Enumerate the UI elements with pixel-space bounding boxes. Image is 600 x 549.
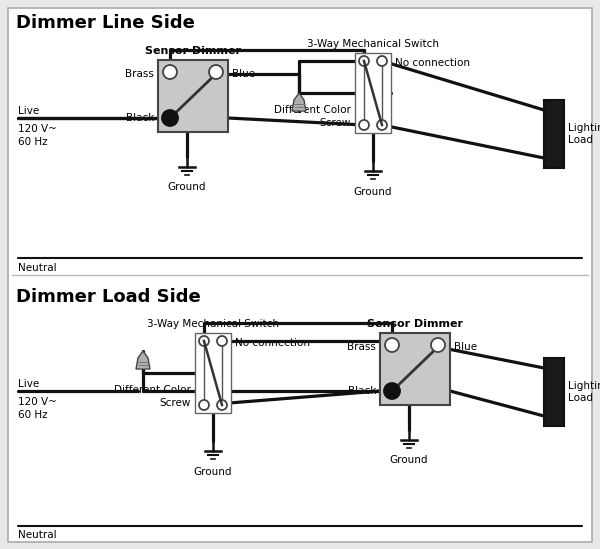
Bar [355, 53, 391, 133]
Circle shape [217, 336, 227, 346]
Circle shape [431, 338, 445, 352]
Text: Neutral: Neutral [18, 530, 56, 540]
Text: Ground: Ground [168, 182, 206, 192]
Text: Blue: Blue [454, 342, 477, 352]
Circle shape [162, 110, 178, 126]
Text: Lighting
Load: Lighting Load [568, 122, 600, 145]
Circle shape [377, 56, 387, 66]
Text: 3-Way Mechanical Switch: 3-Way Mechanical Switch [307, 39, 439, 49]
Circle shape [384, 383, 400, 399]
Bar [158, 60, 228, 132]
Bar [195, 333, 231, 413]
Text: Blue: Blue [232, 69, 255, 79]
Circle shape [199, 336, 209, 346]
Text: Dimmer Load Side: Dimmer Load Side [16, 288, 201, 306]
Bar [544, 100, 564, 168]
Circle shape [163, 65, 177, 79]
Text: No connection: No connection [235, 338, 310, 348]
Text: Ground: Ground [390, 455, 428, 465]
Text: 3-Way Mechanical Switch: 3-Way Mechanical Switch [147, 319, 279, 329]
Bar [380, 333, 450, 405]
Text: Neutral: Neutral [18, 263, 56, 273]
Text: Sensor Dimmer: Sensor Dimmer [367, 319, 463, 329]
Text: Sensor Dimmer: Sensor Dimmer [145, 46, 241, 56]
Polygon shape [136, 351, 150, 369]
Text: Lighting
Load: Lighting Load [568, 380, 600, 404]
Text: Live: Live [18, 106, 39, 116]
Circle shape [377, 120, 387, 130]
Text: Brass: Brass [347, 342, 376, 352]
Circle shape [359, 56, 369, 66]
Bar [544, 358, 564, 426]
Circle shape [217, 400, 227, 410]
Circle shape [209, 65, 223, 79]
Text: Live: Live [18, 379, 39, 389]
Text: No connection: No connection [395, 58, 470, 68]
Polygon shape [292, 93, 306, 111]
Text: Different Color
Screw: Different Color Screw [114, 385, 191, 408]
Circle shape [199, 400, 209, 410]
Text: 120 V~
60 Hz: 120 V~ 60 Hz [18, 397, 57, 420]
Text: Dimmer Line Side: Dimmer Line Side [16, 14, 195, 32]
Text: Brass: Brass [125, 69, 154, 79]
Text: Black: Black [125, 113, 154, 123]
Circle shape [385, 338, 399, 352]
Text: Black: Black [347, 386, 376, 396]
Text: Ground: Ground [354, 187, 392, 197]
Circle shape [359, 120, 369, 130]
Text: Ground: Ground [194, 467, 232, 477]
Text: Different Color
Screw: Different Color Screw [274, 105, 351, 128]
Text: 120 V~
60 Hz: 120 V~ 60 Hz [18, 124, 57, 147]
